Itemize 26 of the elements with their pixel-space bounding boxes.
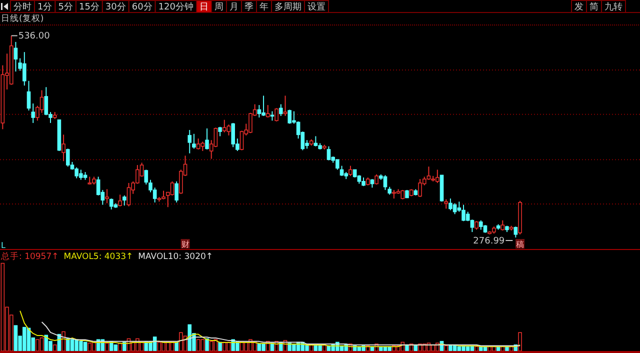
text: 月 [230, 2, 239, 12]
text: 5分 [58, 2, 73, 12]
text: 日线(复权) [1, 13, 44, 24]
text: MAVOL10: 3020↑ [138, 252, 214, 262]
text: 日 [200, 2, 209, 12]
text: 简 [590, 2, 598, 12]
text: 120分钟 [158, 2, 194, 12]
annotation: 536.00 [18, 32, 50, 42]
text: 设置 [308, 2, 326, 12]
text: 1分 [38, 2, 52, 12]
text: 60分 [132, 2, 152, 12]
text: MAVOL5: 4033↑ [64, 252, 134, 262]
text: 15分 [78, 2, 100, 12]
text: L [1, 241, 6, 250]
text: 年 [260, 2, 269, 12]
text: 总手: 10957↑ [0, 251, 59, 262]
text: 九转 [604, 2, 622, 12]
text: 财 [181, 240, 190, 249]
text: 周 [214, 2, 224, 12]
text: 30分 [105, 2, 126, 12]
text: 多周期 [274, 2, 302, 12]
text: 发 [574, 2, 584, 12]
text: 季 [244, 2, 254, 12]
annotation: 276.99 [473, 236, 505, 246]
text: 分时 [14, 2, 32, 12]
text: 稿 [516, 240, 524, 249]
